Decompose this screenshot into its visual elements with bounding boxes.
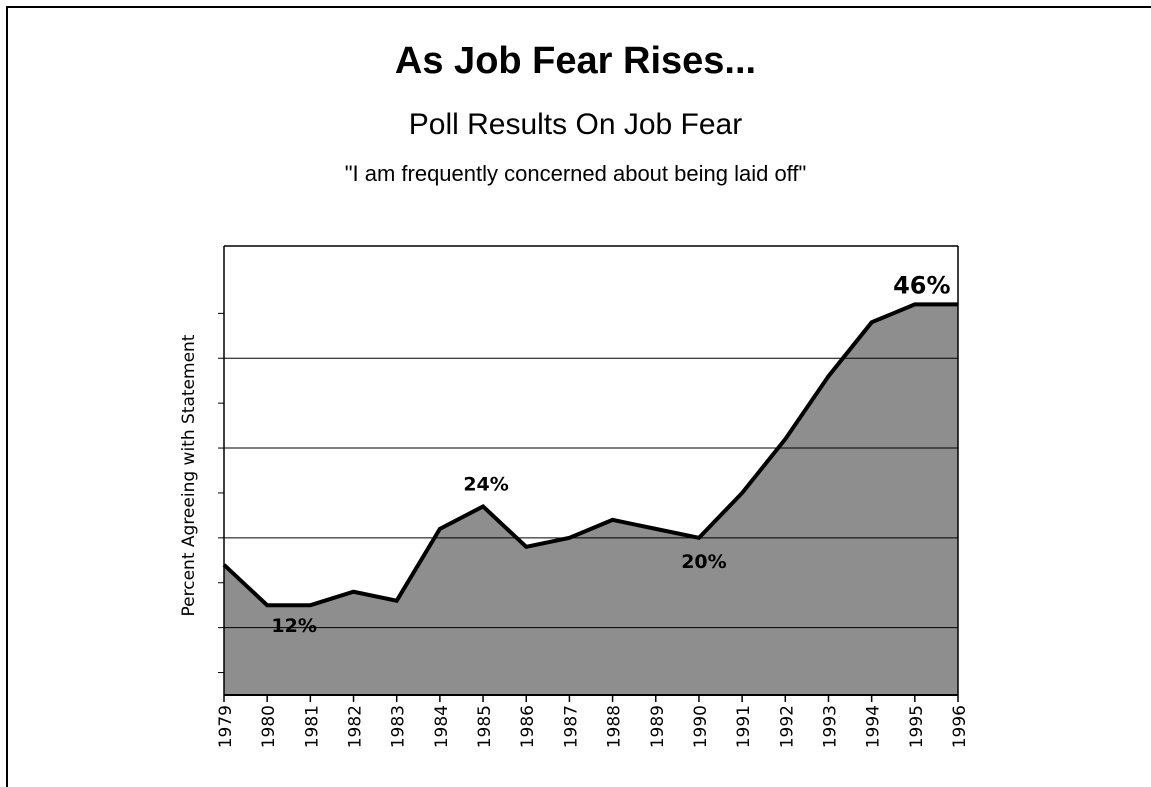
data-label: 12%	[271, 615, 316, 637]
x-tick-label: 1991	[734, 705, 754, 748]
x-tick-label: 1986	[518, 705, 538, 748]
x-tick-label: 1994	[864, 705, 884, 748]
chart-subtitle: Poll Results On Job Fear	[408, 108, 743, 141]
label-layer: 1979 1980 1981 1982 1983 1984 1985 1986 1987 1988…	[179, 271, 970, 748]
x-tick-label: 1996	[950, 705, 970, 748]
line-layer	[222, 302, 958, 608]
data-label: 24%	[463, 473, 508, 495]
series-line	[222, 302, 958, 608]
x-tick-label: 1987	[561, 705, 581, 748]
x-tick-label: 1981	[302, 705, 322, 748]
area-layer	[224, 304, 958, 695]
chart-quote: "I am frequently concerned about being l…	[344, 161, 807, 186]
x-tick-label: 1988	[605, 705, 625, 748]
x-tick-label: 1984	[432, 705, 452, 748]
axis-layer	[218, 245, 959, 702]
area-fill	[224, 304, 958, 695]
y-axis-title: Percent Agreeing with Statement	[179, 334, 199, 616]
x-tick-label: 1979	[216, 705, 236, 748]
x-tick-label: 1990	[691, 705, 711, 748]
x-tick-label: 1989	[648, 705, 668, 748]
x-tick-label: 1993	[820, 705, 840, 748]
x-tick-label: 1980	[259, 705, 279, 748]
x-tick-label: 1982	[346, 705, 366, 748]
grid-layer	[224, 357, 958, 629]
chart-title: As Job Fear Rises...	[394, 40, 757, 82]
x-tick-label: 1992	[777, 705, 797, 748]
data-label: 20%	[681, 551, 726, 573]
x-tick-label: 1995	[907, 705, 927, 748]
x-tick-label: 1985	[475, 705, 495, 748]
data-label: 46%	[893, 271, 950, 299]
chart-frame	[6, 6, 1151, 787]
x-tick-label: 1983	[389, 705, 409, 748]
